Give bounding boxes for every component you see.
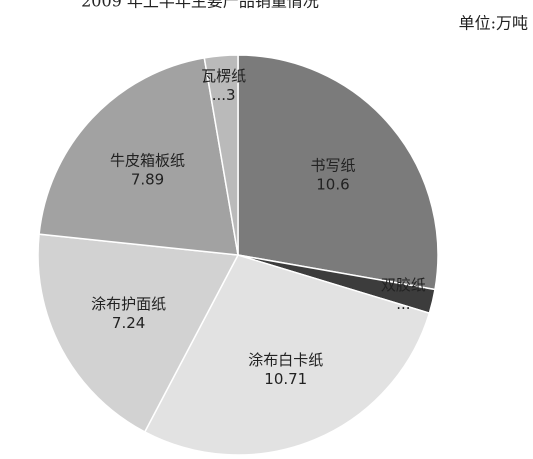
slice-value: 10.71 [264, 370, 307, 388]
slice-label: 瓦楞纸 [201, 67, 246, 85]
chart-unit: 单位:万吨 [459, 14, 528, 33]
slice-value: ... [396, 295, 410, 313]
slice-label: 涂布白卡纸 [248, 351, 323, 369]
slice-label: 牛皮箱板纸 [110, 152, 185, 170]
slice-value: 7.89 [131, 171, 164, 189]
slice-value: ...3 [212, 86, 236, 104]
slice-label: 书写纸 [310, 157, 355, 175]
pie-slice [143, 254, 431, 456]
pie-slice [38, 56, 239, 256]
slice-label: 涂布护面纸 [91, 295, 166, 313]
pie-slice [37, 233, 240, 433]
slice-value: 10.6 [316, 176, 349, 194]
pie-slice [203, 54, 239, 256]
pie-slice [237, 54, 439, 291]
slice-value: 7.24 [112, 314, 145, 332]
chart-title: 2009 年上半年主要产品销量情况 [81, 0, 319, 11]
slice-label: 双胶纸 [381, 276, 426, 294]
